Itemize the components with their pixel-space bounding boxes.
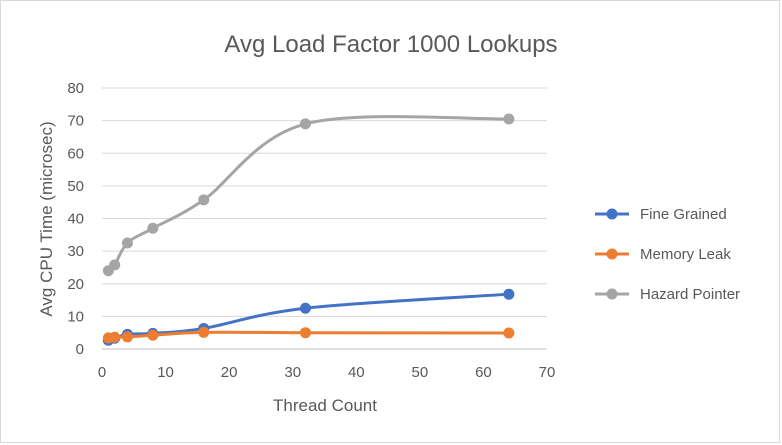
y-axis-ticks: 0 10 20 30 40 50 60 70 80 — [67, 80, 84, 358]
x-tick-label: 50 — [412, 364, 429, 381]
x-tick-label: 30 — [284, 364, 301, 381]
data-point-memory-leak — [121, 331, 133, 343]
data-point-hazard-pointer — [109, 259, 121, 271]
y-tick-label: 80 — [67, 80, 84, 97]
x-tick-label: 0 — [98, 364, 106, 381]
legend-label-memory-leak: Memory Leak — [640, 246, 731, 263]
x-axis-ticks: 0 10 20 30 40 50 60 70 — [98, 364, 556, 381]
y-axis-title: Avg CPU Time (microsec) — [37, 121, 56, 316]
y-tick-label: 0 — [76, 341, 84, 358]
x-tick-label: 20 — [221, 364, 238, 381]
data-point-memory-leak — [299, 327, 311, 339]
legend-label-hazard-pointer: Hazard Pointer — [640, 286, 740, 303]
legend-label-fine-grained: Fine Grained — [640, 206, 727, 223]
x-tick-label: 40 — [348, 364, 365, 381]
gridlines — [102, 87, 547, 350]
series-line-hazard-pointer — [106, 115, 511, 273]
y-tick-label: 30 — [67, 243, 84, 260]
chart-title: Avg Load Factor 1000 Lookups — [224, 31, 557, 58]
data-point-hazard-pointer — [299, 118, 311, 130]
data-point-hazard-pointer — [121, 237, 133, 249]
data-point-hazard-pointer — [147, 222, 159, 234]
y-tick-label: 60 — [67, 145, 84, 162]
data-point-memory-leak — [147, 329, 159, 341]
data-point-hazard-pointer — [503, 113, 515, 125]
data-point-hazard-pointer — [198, 194, 210, 206]
data-point-fine-grained — [503, 288, 515, 300]
legend-marker-hazard-pointer — [606, 288, 618, 300]
y-tick-label: 10 — [67, 308, 84, 325]
x-tick-label: 70 — [539, 364, 556, 381]
data-point-memory-leak — [109, 331, 121, 343]
data-point-fine-grained — [299, 302, 311, 314]
y-tick-label: 40 — [67, 211, 84, 228]
y-tick-label: 50 — [67, 178, 84, 195]
data-point-memory-leak — [503, 327, 515, 339]
x-tick-label: 60 — [475, 364, 492, 381]
legend: Fine Grained Memory Leak Hazard Pointer — [595, 206, 740, 303]
x-axis-title: Thread Count — [273, 396, 377, 415]
y-tick-label: 70 — [67, 113, 84, 130]
plot-series — [102, 113, 515, 346]
y-tick-label: 20 — [67, 276, 84, 293]
legend-marker-fine-grained — [606, 208, 618, 220]
legend-marker-memory-leak — [606, 248, 618, 260]
x-tick-label: 10 — [157, 364, 174, 381]
data-point-memory-leak — [198, 326, 210, 338]
